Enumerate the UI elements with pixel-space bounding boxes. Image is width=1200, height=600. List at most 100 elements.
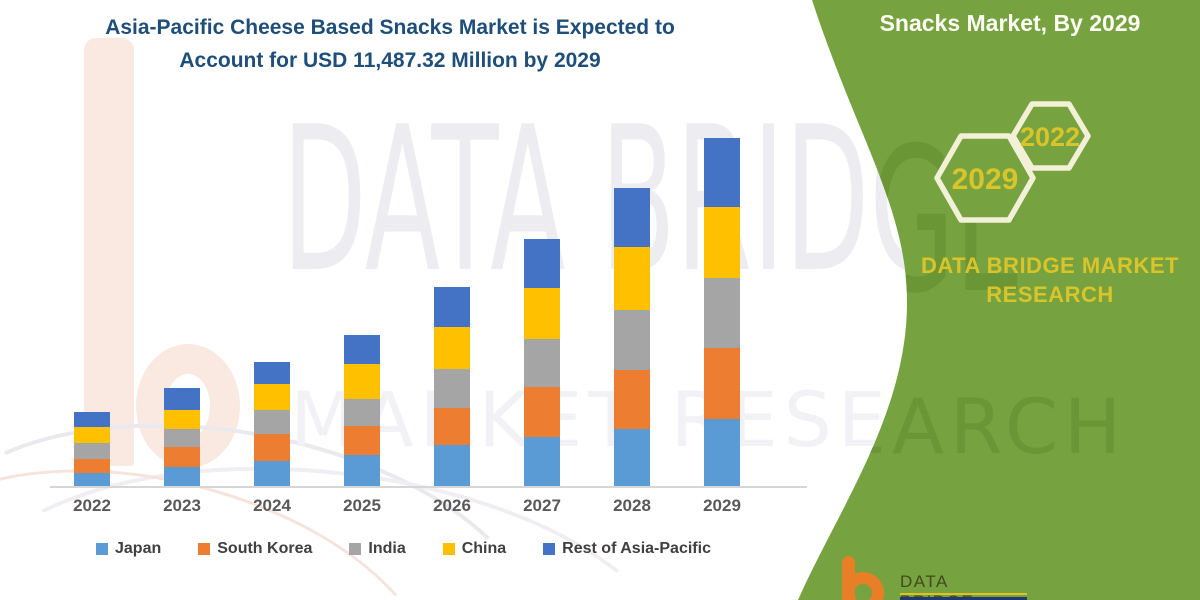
bar-stack-2027: [524, 239, 560, 486]
legend-item-south-korea: South Korea: [198, 540, 312, 558]
bar-stack-2024: [254, 362, 290, 486]
x-axis-label-2029: 2029: [703, 496, 741, 515]
bar-segment-china-2029: [704, 207, 740, 278]
legend-swatch-china: [442, 543, 455, 555]
x-axis-label-2022: 2022: [73, 496, 111, 515]
bar-segment-china-2023: [164, 410, 200, 429]
bar-segment-japan-2028: [614, 429, 650, 486]
logo-tagline-cropped: [900, 597, 1027, 600]
bar-segment-india-2023: [164, 429, 200, 447]
x-axis-label-2027: 2027: [523, 496, 561, 515]
bar-column-2027: [497, 126, 587, 486]
legend-item-india: India: [349, 540, 406, 558]
chart-title-line2: Account for USD 11,487.32 Million by 202…: [179, 48, 601, 72]
panel-watermark-line1: DATA BRIDGE: [282, 105, 1024, 338]
x-axis-labels: 2022 2023 2024 2025 2026 2027 2028 2029: [47, 496, 767, 516]
bar-segment-south-korea-2029: [704, 348, 740, 419]
bar-column-2026: [407, 126, 497, 486]
x-axis-label-2023: 2023: [163, 496, 201, 515]
panel-watermark-line2: MARKET RESEARCH: [290, 382, 1127, 471]
x-axis-label-2025: 2025: [343, 496, 381, 515]
bar-column-2028: [587, 126, 677, 486]
bar-segment-rest-of-asia-pacific-2022: [74, 412, 110, 427]
bar-segment-japan-2025: [344, 455, 380, 486]
logo-underline: [900, 593, 1027, 595]
panel-brand-text: DATA BRIDGE MARKET RESEARCH: [920, 252, 1180, 309]
legend-label-south-korea: South Korea: [217, 540, 313, 557]
legend-item-japan: Japan: [96, 540, 161, 558]
panel-brand-line1: DATA BRIDGE MARKET: [921, 253, 1179, 278]
x-axis-label-2024: 2024: [253, 496, 291, 515]
x-axis-label-2028: 2028: [613, 496, 651, 515]
bar-segment-china-2026: [434, 327, 470, 369]
hexagon-2029-label: 2029: [952, 163, 1019, 196]
logo-wordmark: DATA BRIDGE: [900, 572, 973, 600]
bar-column-2022: [47, 126, 137, 486]
bar-segment-china-2025: [344, 364, 380, 399]
bar-segment-south-korea-2028: [614, 370, 650, 429]
hexagon-2029-shape: [934, 133, 1036, 223]
bar-segment-south-korea-2022: [74, 459, 110, 473]
hexagon-2022-shape: [1010, 101, 1091, 171]
bar-segment-rest-of-asia-pacific-2023: [164, 388, 200, 410]
bar-stack-2028: [614, 188, 650, 486]
bar-segment-south-korea-2027: [524, 387, 560, 437]
bar-column-2029: [677, 126, 767, 486]
bar-column-2025: [317, 126, 407, 486]
panel-brand-line2: RESEARCH: [986, 281, 1114, 307]
bar-column-2024: [227, 126, 317, 486]
bar-segment-india-2029: [704, 278, 740, 348]
legend-swatch-india: [349, 543, 362, 555]
bar-stack-2022: [74, 412, 110, 486]
chart-legend: Japan South Korea India China Rest of Asia-P…: [96, 540, 711, 558]
green-panel-shape: [798, 0, 1200, 600]
legend-item-rest-of-asia-pacific: Rest of Asia-Pacific: [543, 540, 711, 558]
bar-segment-south-korea-2024: [254, 434, 290, 461]
bar-segment-india-2026: [434, 369, 470, 408]
bar-stack-2025: [344, 335, 380, 486]
legend-label-japan: Japan: [115, 540, 162, 557]
bar-segment-rest-of-asia-pacific-2026: [434, 287, 470, 327]
bar-segment-india-2027: [524, 339, 560, 387]
stacked-bar-chart: [47, 126, 767, 486]
bar-stack-2023: [164, 388, 200, 486]
bar-segment-japan-2027: [524, 437, 560, 486]
bar-segment-south-korea-2026: [434, 408, 470, 445]
hexagon-2022-label: 2022: [1020, 122, 1080, 152]
legend-swatch-japan: [96, 543, 108, 555]
bar-segment-japan-2023: [164, 467, 200, 486]
bar-segment-rest-of-asia-pacific-2028: [614, 188, 650, 247]
bar-segment-india-2028: [614, 310, 650, 370]
bar-segment-rest-of-asia-pacific-2025: [344, 335, 380, 364]
bar-segment-japan-2022: [74, 473, 110, 486]
legend-item-china: China: [442, 540, 507, 558]
bar-segment-india-2022: [74, 443, 110, 459]
bar-segment-india-2025: [344, 399, 380, 426]
chart-title: Asia-Pacific Cheese Based Snacks Market …: [40, 12, 740, 77]
bar-column-2023: [137, 126, 227, 486]
watermark-logo-b-bar: [84, 38, 134, 466]
bar-segment-china-2028: [614, 247, 650, 310]
bar-stack-2026: [434, 287, 470, 486]
bar-segment-china-2022: [74, 427, 110, 443]
legend-label-india: India: [368, 540, 406, 557]
bar-segment-china-2027: [524, 288, 560, 339]
legend-swatch-rest-of-asia-pacific: [543, 543, 556, 555]
bar-segment-japan-2026: [434, 445, 470, 486]
legend-label-rest-of-asia-pacific: Rest of Asia-Pacific: [562, 540, 711, 557]
x-axis-line: [50, 486, 807, 488]
bar-segment-south-korea-2023: [164, 447, 200, 467]
bar-segment-rest-of-asia-pacific-2024: [254, 362, 290, 384]
bar-segment-china-2024: [254, 384, 290, 410]
bar-segment-japan-2029: [704, 419, 740, 486]
hexagon-2022: 2022: [1010, 101, 1091, 171]
bar-segment-south-korea-2025: [344, 426, 380, 455]
bar-segment-india-2024: [254, 410, 290, 434]
hexagon-2029: 2029: [934, 133, 1036, 223]
legend-label-china: China: [461, 540, 507, 557]
legend-swatch-south-korea: [198, 543, 211, 555]
bar-segment-rest-of-asia-pacific-2027: [524, 239, 560, 288]
bar-segment-rest-of-asia-pacific-2029: [704, 137, 740, 207]
